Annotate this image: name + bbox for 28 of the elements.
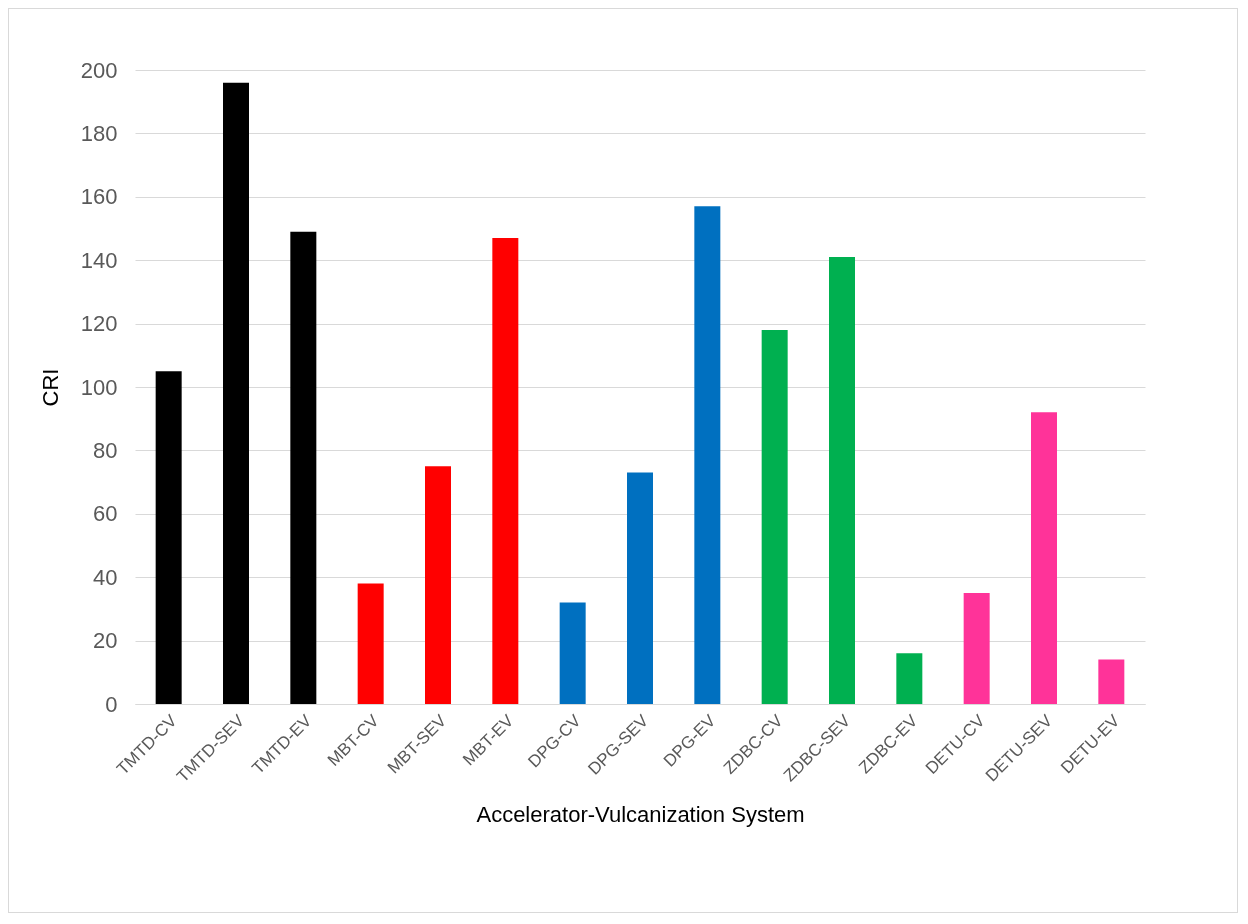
bar [1098, 659, 1125, 704]
bar [223, 82, 249, 704]
y-tick-label: 120 [80, 311, 118, 337]
x-axis-title: Accelerator-Vulcanization System [476, 802, 805, 828]
y-tick-label: 40 [93, 564, 118, 590]
y-tick-label: 160 [80, 184, 118, 210]
bar [1031, 412, 1057, 704]
y-tick-label: 60 [93, 501, 118, 527]
y-axis-title: CRI [37, 368, 63, 407]
y-tick-label: 100 [80, 374, 118, 400]
bar [425, 466, 451, 704]
y-tick-label: 200 [80, 57, 118, 83]
bar [559, 602, 586, 704]
y-tick-label: 180 [80, 120, 118, 146]
bar [627, 472, 653, 704]
y-tick-label: 140 [80, 247, 118, 273]
bar [829, 257, 855, 704]
bar [896, 653, 923, 704]
y-tick-label: 0 [105, 691, 118, 717]
bar [492, 238, 519, 704]
bar [963, 593, 990, 704]
bar [761, 329, 788, 704]
bar [357, 583, 384, 704]
bar [290, 231, 317, 704]
bar [694, 206, 721, 704]
bar [155, 371, 182, 704]
y-tick-label: 80 [93, 437, 118, 463]
y-tick-label: 20 [93, 628, 118, 654]
